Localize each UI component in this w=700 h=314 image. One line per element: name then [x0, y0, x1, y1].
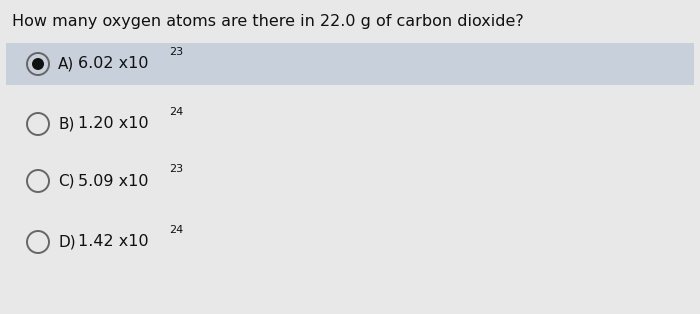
Text: A): A) — [58, 57, 74, 72]
Text: C): C) — [58, 174, 74, 188]
Text: 23: 23 — [169, 164, 183, 174]
Text: How many oxygen atoms are there in 22.0 g of carbon dioxide?: How many oxygen atoms are there in 22.0 … — [12, 14, 524, 29]
Text: B): B) — [58, 116, 74, 132]
Text: 24: 24 — [169, 225, 183, 235]
FancyBboxPatch shape — [6, 43, 694, 85]
Text: 23: 23 — [169, 47, 183, 57]
Text: D): D) — [58, 235, 76, 250]
Text: 24: 24 — [169, 107, 183, 117]
Circle shape — [32, 58, 44, 70]
Text: 1.20 x10: 1.20 x10 — [78, 116, 148, 132]
Text: 6.02 x10: 6.02 x10 — [78, 57, 148, 72]
Text: 5.09 x10: 5.09 x10 — [78, 174, 148, 188]
Text: 1.42 x10: 1.42 x10 — [78, 235, 148, 250]
